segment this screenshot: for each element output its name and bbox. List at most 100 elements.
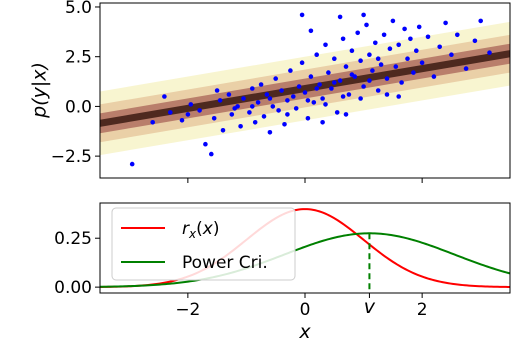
scatter-point — [346, 92, 352, 97]
scatter-point — [337, 14, 343, 20]
scatter-point — [370, 68, 375, 73]
bottom-y-tick-label: 0.25 — [54, 229, 92, 249]
scatter-point — [355, 30, 361, 36]
scatter-point — [375, 88, 381, 93]
bottom-x-axis-label: x — [298, 321, 311, 343]
scatter-point — [323, 102, 328, 107]
scatter-point — [408, 36, 413, 42]
scatter-point — [411, 70, 416, 75]
scatter-point — [478, 18, 484, 24]
curve-power-cri — [100, 232, 510, 288]
scatter-point — [129, 161, 135, 167]
bottom-x-ticks: −2 0 2 — [175, 293, 428, 320]
scatter-point — [390, 18, 396, 24]
scatter-point — [361, 84, 366, 89]
legend-label-r-x: rx(x) — [182, 219, 219, 241]
scatter-point — [203, 141, 208, 147]
density-band-4 — [100, 50, 510, 127]
scatter-point — [337, 78, 343, 83]
scatter-point — [367, 52, 372, 57]
top-y-tick-label: −2.5 — [51, 147, 92, 167]
top-x-ticks — [187, 178, 423, 183]
top-y-axis-label: p(y|x) — [29, 62, 51, 119]
scatter-point — [414, 48, 419, 53]
scatter-point — [209, 151, 214, 157]
scatter-point — [323, 42, 328, 48]
scatter-point — [443, 20, 448, 26]
scatter-point — [396, 42, 402, 48]
top-panel: −2.5 0.0 2.5 5.0 p(y|x) — [29, 0, 511, 183]
scatter-point — [487, 50, 492, 55]
scatter-point — [384, 92, 390, 97]
scatter-point — [296, 84, 302, 89]
scatter-point — [314, 52, 320, 57]
scatter-point — [431, 74, 437, 79]
scatter-point — [425, 34, 431, 40]
legend-label-power-cri: Power Cri. — [182, 253, 268, 273]
scatter-point — [279, 88, 284, 93]
bottom-x-tick-label: 2 — [417, 300, 428, 320]
scatter-point — [302, 90, 308, 95]
bottom-y-tick-label: 0.00 — [54, 278, 92, 298]
scatter-point — [211, 116, 217, 121]
scatter-point — [247, 110, 252, 115]
scatter-point — [305, 98, 311, 103]
scatter-point — [349, 72, 355, 77]
scatter-point — [308, 28, 314, 34]
density-band — [100, 5, 510, 172]
top-y-tick-label: 2.5 — [65, 48, 92, 68]
scatter-point — [396, 94, 402, 99]
scatter-points — [129, 12, 492, 167]
scatter-point — [340, 36, 346, 42]
scatter-point — [226, 92, 232, 97]
scatter-point — [334, 110, 340, 115]
scatter-point — [361, 12, 366, 18]
scatter-point — [399, 80, 404, 85]
scatter-point — [311, 100, 317, 105]
bottom-x-tick-label: 0 — [300, 300, 311, 320]
curve-r-x — [100, 208, 510, 288]
scatter-point — [381, 32, 387, 38]
v-marker: v — [364, 293, 376, 318]
scatter-point — [320, 120, 325, 125]
scatter-point — [261, 114, 267, 119]
scatter-point — [250, 86, 255, 91]
scatter-point — [285, 112, 290, 117]
scatter-point — [179, 118, 185, 123]
scatter-point — [282, 122, 287, 127]
scatter-point — [364, 22, 369, 28]
scatter-point — [308, 74, 314, 79]
scatter-point — [343, 112, 349, 117]
scatter-point — [270, 104, 276, 109]
scatter-point — [264, 92, 270, 97]
legend: rx(x) Power Cri. — [111, 207, 296, 281]
scatter-point — [314, 86, 320, 91]
scatter-point — [375, 56, 381, 61]
scatter-point — [229, 112, 235, 117]
scatter-point — [267, 96, 273, 101]
scatter-point — [299, 60, 305, 65]
scatter-point — [252, 120, 258, 125]
scatter-point — [329, 86, 334, 91]
scatter-point — [162, 94, 167, 99]
scatter-point — [343, 64, 349, 69]
bottom-panel: 0.00 0.25 −2 0 2 v x rx(x) Power Cri. — [54, 202, 511, 343]
scatter-point — [220, 128, 226, 133]
scatter-point — [455, 32, 460, 38]
scatter-point — [378, 62, 384, 67]
scatter-point — [238, 124, 243, 129]
scatter-point — [285, 98, 290, 103]
scatter-point — [463, 66, 469, 71]
density-curves — [100, 208, 510, 293]
scatter-point — [232, 106, 237, 111]
scatter-point — [349, 48, 355, 53]
scatter-point — [150, 120, 155, 125]
scatter-point — [291, 94, 296, 99]
scatter-point — [276, 108, 281, 113]
scatter-point — [320, 96, 325, 101]
scatter-point — [217, 98, 223, 103]
scatter-point — [373, 40, 378, 46]
scatter-point — [185, 112, 191, 117]
scatter-point — [188, 102, 194, 107]
